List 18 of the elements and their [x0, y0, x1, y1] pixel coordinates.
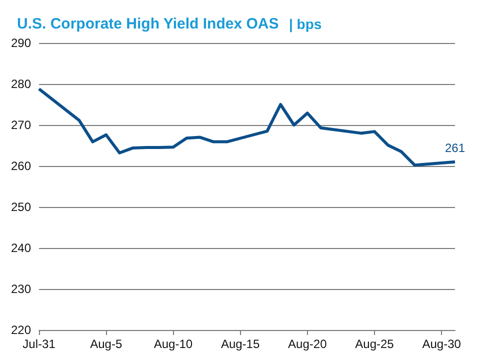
chart-title: U.S. Corporate High Yield Index OAS — [17, 16, 279, 32]
x-tick-label: Aug-25 — [355, 337, 394, 351]
y-tick-label: 220 — [10, 323, 32, 337]
x-tick-label: Aug-20 — [288, 337, 328, 351]
x-tick-label: Aug-10 — [154, 337, 193, 351]
x-tick-label: Aug-15 — [220, 337, 260, 351]
y-tick-label: 270 — [10, 118, 32, 132]
y-tick-label: 280 — [10, 77, 32, 91]
y-tick-label: 240 — [10, 241, 32, 255]
x-tick-label: Aug-5 — [90, 337, 122, 351]
chart-subtitle: | bps — [288, 16, 322, 33]
y-tick-label: 250 — [10, 200, 32, 214]
x-tick-label: Jul-31 — [22, 337, 56, 351]
y-tick-label: 290 — [10, 36, 32, 50]
data-label: 261 — [444, 140, 466, 155]
y-tick-label: 260 — [10, 159, 32, 173]
y-tick-label: 230 — [10, 282, 32, 296]
x-tick-label: Aug-30 — [422, 337, 462, 351]
